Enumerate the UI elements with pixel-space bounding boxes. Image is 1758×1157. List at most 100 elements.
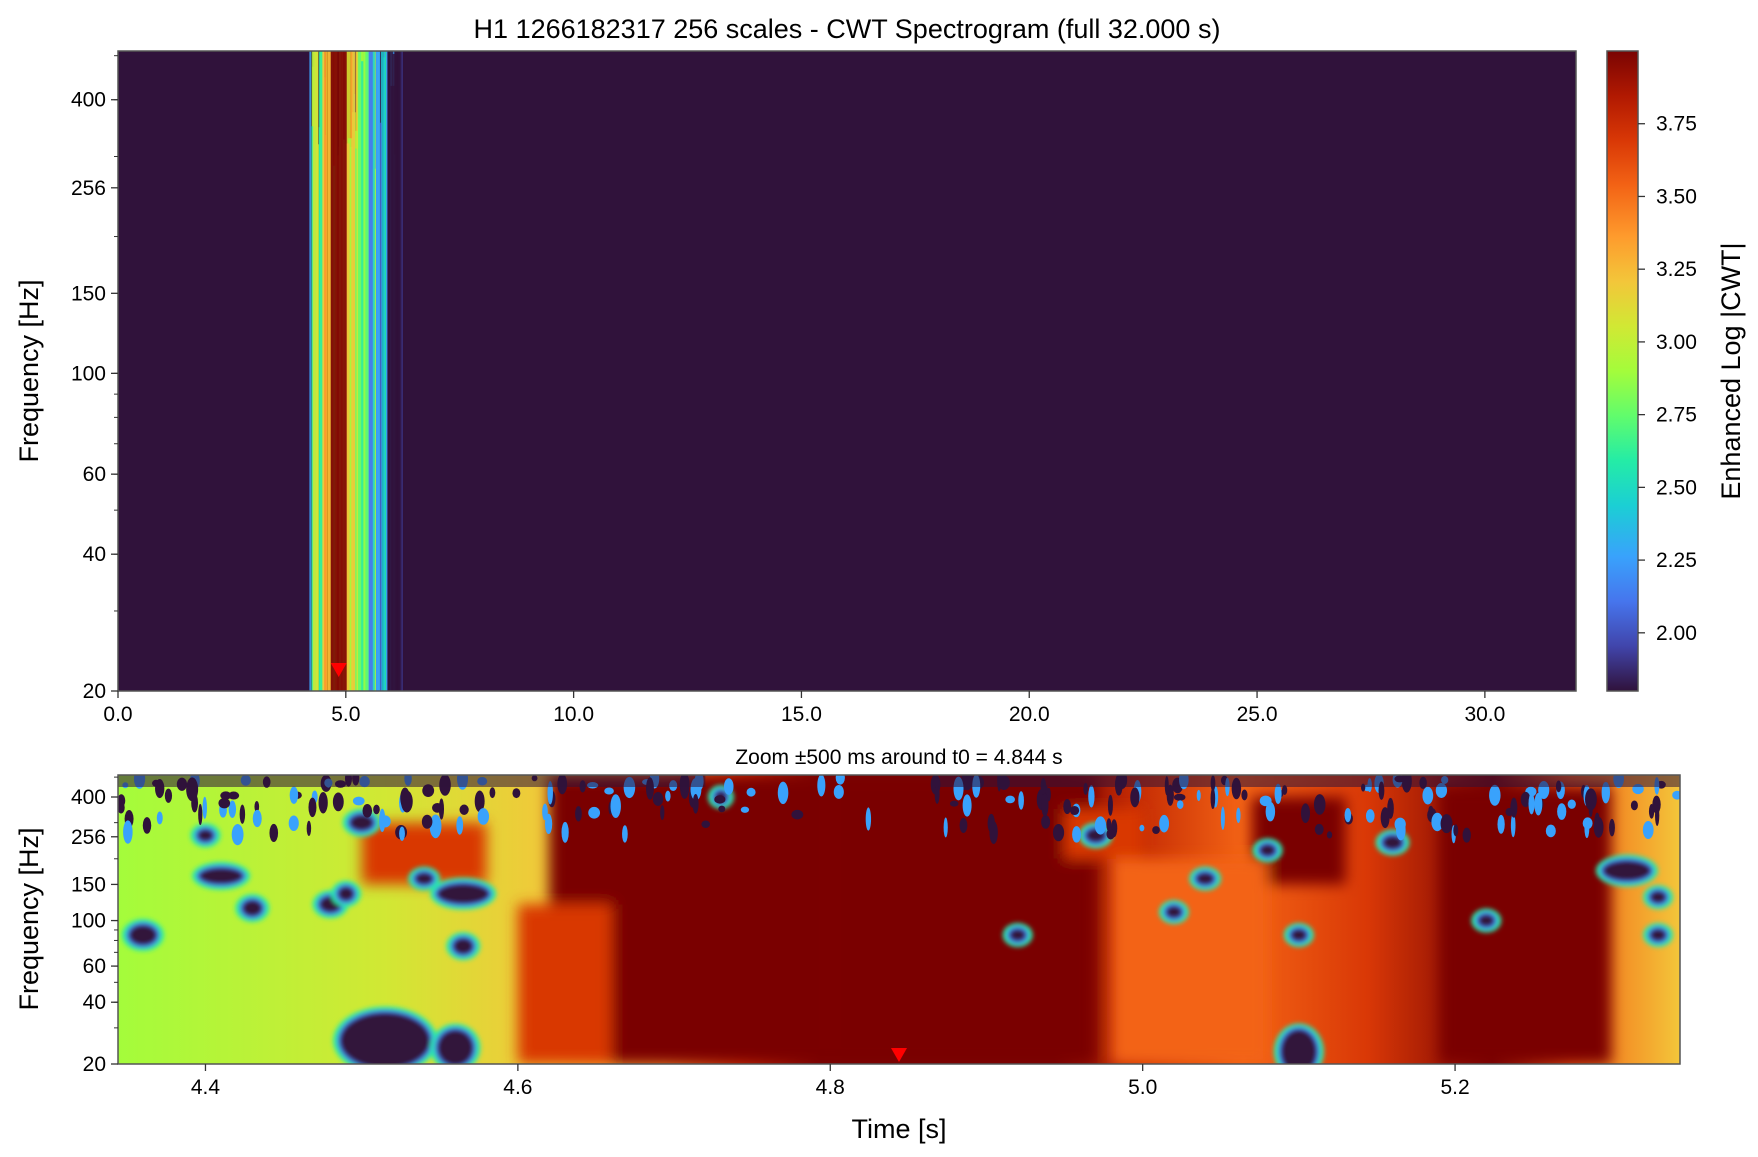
bottom-fringe-dot: [1241, 789, 1248, 801]
bottom-cold-core: [1290, 929, 1307, 942]
top-burst-streak: [358, 51, 363, 691]
bottom-fringe-dot: [959, 817, 968, 833]
bottom-x-axis: 4.4 4.6 4.8 5.0 5.2: [191, 1064, 1470, 1099]
top-y-tick-label: 40: [83, 543, 106, 566]
bottom-fringe-dot: [660, 805, 665, 821]
bottom-fringe-dot: [1173, 793, 1186, 801]
bottom-fringe-dot: [474, 790, 485, 813]
bottom-fringe-dot: [254, 800, 260, 813]
colorbar-tick-label: 2.50: [1656, 476, 1697, 499]
bottom-fringe-dot: [202, 796, 207, 819]
bottom-fringe-dot: [1422, 786, 1434, 805]
top-x-tick-label: 0.0: [103, 703, 132, 726]
bottom-fringe-dot: [740, 806, 750, 813]
bottom-fringe-dot: [1326, 831, 1333, 839]
bottom-cold-core: [128, 925, 157, 946]
bottom-fringe-dot: [1072, 826, 1082, 843]
top-burst-streak: [391, 51, 394, 691]
bottom-cold-core: [1009, 929, 1026, 942]
bottom-fringe-dot: [362, 804, 373, 818]
bottom-chart-title: Zoom ±500 ms around t0 = 4.844 s: [735, 746, 1062, 769]
colorbar-tick-label: 2.75: [1656, 404, 1697, 427]
bottom-y-tick-label: 100: [71, 910, 106, 933]
bottom-fringe-dot: [1344, 807, 1352, 823]
bottom-fringe-dot: [1313, 794, 1326, 815]
bottom-fringe-dot: [1210, 787, 1216, 810]
bottom-fringe-dot: [1130, 787, 1140, 808]
bottom-fringe-dot: [432, 802, 443, 813]
bottom-fringe-dot: [1259, 795, 1272, 807]
bottom-time-marker: [891, 1048, 907, 1062]
top-burst-streak: [316, 51, 319, 691]
bottom-cold-core: [1259, 844, 1276, 857]
bottom-fringe-dot: [118, 801, 125, 814]
top-burst-streak: [309, 51, 312, 691]
bottom-fringe-dot: [164, 788, 173, 803]
bottom-fringe-dot: [622, 825, 628, 843]
bottom-fringe-dot: [123, 820, 133, 844]
bottom-cold-core: [242, 900, 263, 917]
bottom-fringe-dot: [401, 790, 413, 813]
bottom-fringe-dot: [1528, 793, 1535, 815]
bottom-y-axis-label: Frequency [Hz]: [14, 827, 44, 1010]
top-chart-title: H1 1266182317 256 scales - CWT Spectrogr…: [474, 14, 1221, 44]
bottom-fringe-dot: [934, 784, 940, 804]
bottom-fringe-dot: [269, 823, 279, 843]
bottom-fringe-dot: [1557, 803, 1567, 820]
bottom-fringe-dot: [542, 803, 548, 821]
bottom-fringe-dot: [652, 791, 664, 806]
bottom-fringe-dot: [1601, 781, 1610, 804]
bottom-fringe-dot: [1440, 814, 1453, 834]
bottom-fringe-dot: [1139, 824, 1145, 832]
bottom-top-band: [939, 775, 1680, 787]
bottom-fringe-dot: [228, 791, 240, 800]
top-x-axis: 0.0 5.0 10.0 15.0 20.0 25.0 30.0: [103, 691, 1505, 726]
top-burst-streak: [367, 51, 369, 691]
bottom-cold-core: [453, 938, 474, 955]
bottom-fringe-dot: [228, 800, 237, 818]
bottom-x-tick-label: 4.6: [503, 1076, 532, 1099]
bottom-fringe-dot: [1510, 797, 1518, 818]
bottom-fringe-dot: [198, 803, 203, 826]
bottom-spectrogram-detail: [118, 775, 1680, 1064]
bottom-fringe-layer: [118, 775, 1680, 846]
bottom-fringe-dot: [489, 787, 496, 799]
bottom-top-band: [118, 775, 706, 787]
bottom-fringe-dot: [1654, 805, 1660, 826]
top-burst-streak: [351, 51, 356, 691]
bottom-y-tick-label: 400: [71, 786, 106, 809]
colorbar-tick-label: 3.75: [1656, 113, 1697, 136]
top-plot-frame: [117, 50, 1577, 692]
bottom-fringe-dot: [288, 815, 299, 832]
bottom-fringe-dot: [575, 806, 582, 822]
bottom-fringe-dot: [1018, 791, 1024, 810]
bottom-fringe-dot: [1107, 794, 1113, 816]
top-x-tick-label: 10.0: [553, 703, 594, 726]
bottom-fringe-dot: [544, 813, 553, 835]
top-burst-streak: [356, 51, 359, 691]
bottom-fringe-dot: [1220, 806, 1225, 830]
top-x-tick-label: 30.0: [1464, 703, 1505, 726]
top-burst-streak: [380, 122, 382, 691]
bottom-x-axis-label: Time [s]: [851, 1114, 946, 1144]
bottom-fringe-dot: [1462, 827, 1471, 843]
bottom-fringe-dot: [604, 787, 614, 795]
bottom-y-tick-label: 150: [71, 873, 106, 896]
bottom-fringe-dot: [352, 796, 365, 806]
bottom-fringe-dot: [746, 787, 756, 797]
bottom-fringe-dot: [1520, 791, 1531, 808]
bottom-fringe-dot: [714, 795, 726, 804]
bottom-fringe-dot: [1063, 799, 1072, 815]
colorbar-ticks: 2.00 2.25 2.50 2.75 3.00 3.25 3.50 3.75: [1638, 113, 1697, 645]
bottom-fringe-dot: [1300, 803, 1310, 823]
top-burst-streak: [312, 51, 318, 691]
bottom-x-tick-label: 4.8: [816, 1076, 845, 1099]
top-burst-streak: [396, 51, 399, 691]
bottom-fringe-dot: [156, 811, 163, 825]
top-y-tick-label: 100: [71, 362, 106, 385]
top-x-tick-label: 20.0: [1009, 703, 1050, 726]
bottom-fringe-dot: [1176, 800, 1184, 809]
bottom-cold-core: [1602, 860, 1651, 881]
colorbar-label: Enhanced Log |CWT|: [1716, 242, 1746, 499]
top-y-axis-label: Frequency [Hz]: [14, 279, 44, 462]
